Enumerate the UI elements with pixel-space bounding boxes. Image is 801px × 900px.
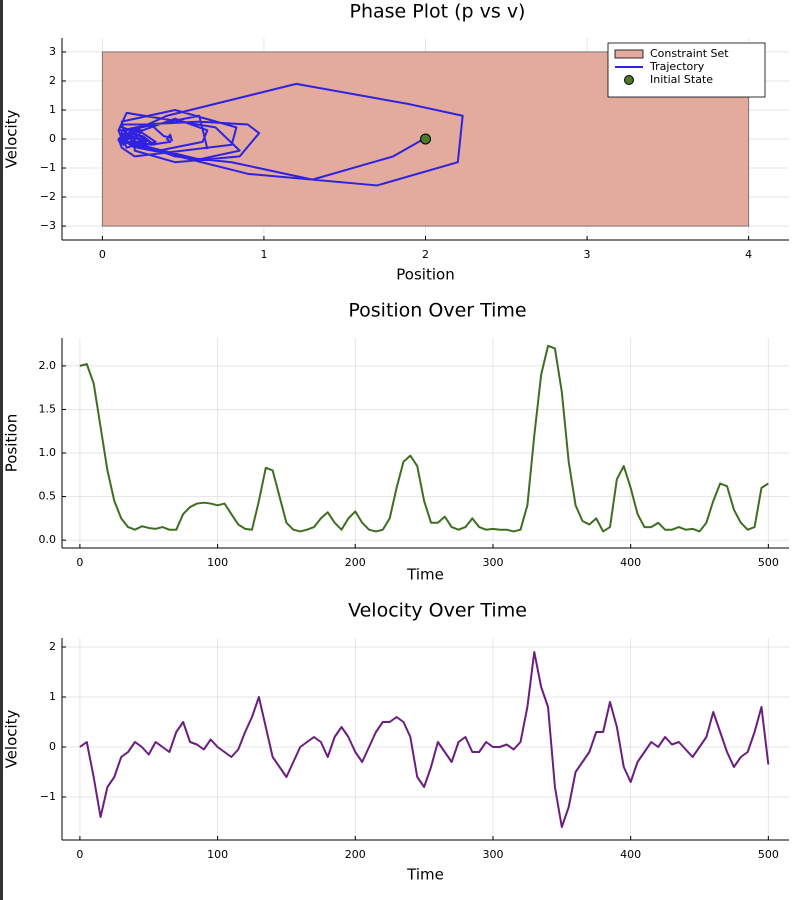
x-tick-label: 200 [345, 556, 366, 569]
legend-label: Constraint Set [650, 47, 729, 60]
legend-label: Initial State [650, 73, 713, 86]
y-tick-label: 0.5 [39, 490, 57, 503]
chart-title: Phase Plot (p vs v) [350, 1, 526, 23]
x-tick-label: 0 [76, 848, 83, 861]
x-axis-label: Time [406, 866, 444, 884]
x-tick-label: 200 [345, 848, 366, 861]
y-tick-label: −2 [40, 190, 56, 203]
y-axis-label: Position [3, 414, 21, 472]
y-tick-label: 1 [49, 103, 56, 116]
x-tick-label: 0 [76, 556, 83, 569]
y-tick-label: 3 [49, 45, 56, 58]
window-edge [0, 0, 3, 900]
y-tick-label: 2.0 [39, 359, 57, 372]
x-tick-label: 4 [745, 248, 752, 261]
y-tick-label: 1.0 [39, 446, 57, 459]
x-tick-label: 2 [422, 248, 429, 261]
legend-swatch [614, 49, 644, 59]
x-tick-label: 500 [758, 556, 779, 569]
x-axis-label: Time [406, 566, 444, 584]
x-tick-label: 100 [207, 556, 228, 569]
y-tick-label: 0.0 [39, 533, 57, 546]
legend-swatch [624, 75, 634, 85]
y-tick-label: 1.5 [39, 402, 57, 415]
chart-title: Position Over Time [348, 300, 526, 322]
y-tick-label: 2 [49, 640, 56, 653]
y-axis-label: Velocity [3, 109, 21, 168]
y-tick-label: 2 [49, 74, 56, 87]
x-tick-label: 400 [620, 556, 641, 569]
line [117, 82, 464, 187]
line [79, 344, 769, 533]
y-axis-label: Velocity [3, 709, 21, 768]
legend-label: Trajectory [649, 60, 705, 73]
x-tick-label: 300 [482, 556, 503, 569]
y-tick-label: 0 [49, 132, 56, 145]
x-tick-label: 300 [482, 848, 503, 861]
x-tick-label: 500 [758, 848, 779, 861]
x-axis-label: Position [396, 266, 454, 284]
chart-title: Velocity Over Time [348, 600, 527, 622]
y-tick-label: −3 [40, 219, 56, 232]
x-tick-label: 100 [207, 848, 228, 861]
x-tick-label: 400 [620, 848, 641, 861]
y-tick-label: 0 [49, 740, 56, 753]
x-tick-label: 1 [260, 248, 267, 261]
x-tick-label: 3 [584, 248, 591, 261]
y-tick-label: −1 [40, 790, 56, 803]
y-tick-label: 1 [49, 690, 56, 703]
y-tick-label: −1 [40, 161, 56, 174]
line [79, 651, 770, 828]
marker [420, 133, 431, 145]
x-tick-label: 0 [99, 248, 106, 261]
